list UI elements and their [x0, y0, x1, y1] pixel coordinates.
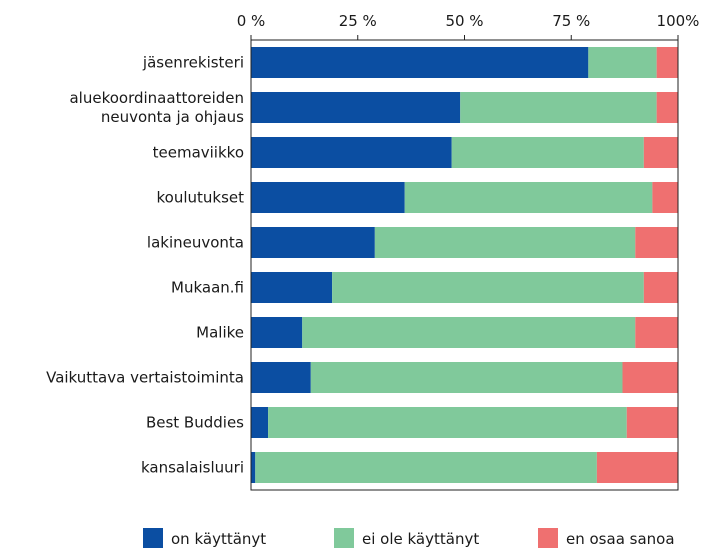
bar-segment: [251, 317, 303, 348]
bar-segment: [643, 272, 678, 303]
bar-segment: [622, 362, 678, 393]
x-tick-label: 25 %: [339, 12, 377, 30]
x-tick-label: 100%: [657, 12, 700, 30]
legend-label: en osaa sanoa: [566, 530, 675, 548]
legend-swatch: [143, 528, 163, 548]
bar-segment: [460, 92, 657, 123]
bar-segment: [652, 182, 678, 213]
x-tick-label: 75 %: [552, 12, 590, 30]
bar-segment: [656, 47, 678, 78]
category-label: lakineuvonta: [146, 233, 244, 251]
category-label: koulutukset: [156, 188, 244, 206]
bar-segment: [635, 227, 678, 258]
bar-segment: [588, 47, 657, 78]
legend-swatch: [538, 528, 558, 548]
category-label: Vaikuttava vertaistoiminta: [46, 368, 244, 386]
category-label: Malike: [196, 323, 244, 341]
bar-segment: [251, 362, 311, 393]
bar-segment: [251, 452, 256, 483]
bar-segment: [332, 272, 644, 303]
bar-segment: [251, 92, 461, 123]
legend-label: on käyttänyt: [171, 530, 266, 548]
x-tick-label: 0 %: [237, 12, 266, 30]
bar-segment: [251, 272, 333, 303]
bar-segment: [302, 317, 636, 348]
bar-segment: [374, 227, 636, 258]
bar-segment: [451, 137, 644, 168]
bar-segment: [656, 92, 678, 123]
bar-segment: [635, 317, 678, 348]
bar-segment: [310, 362, 623, 393]
bar-segment: [404, 182, 653, 213]
bar-segment: [251, 182, 405, 213]
x-tick-label: 50 %: [445, 12, 483, 30]
bar-segment: [268, 407, 627, 438]
bar-segment: [626, 407, 678, 438]
bar-segment: [251, 47, 589, 78]
bar-segment: [251, 137, 452, 168]
category-label: kansalaisluuri: [141, 458, 244, 476]
category-label: teemaviikko: [152, 143, 244, 161]
legend-label: ei ole käyttänyt: [362, 530, 479, 548]
category-label: Best Buddies: [145, 413, 244, 431]
bar-segment: [251, 407, 269, 438]
bar-segment: [251, 227, 375, 258]
legend-swatch: [334, 528, 354, 548]
category-label: jäsenrekisteri: [142, 53, 244, 71]
category-label: Mukaan.fi: [171, 278, 244, 296]
category-label: aluekoordinaattoreiden neuvonta ja ohjau…: [69, 88, 244, 126]
bar-segment: [643, 137, 678, 168]
bar-segment: [596, 452, 678, 483]
bar-segment: [255, 452, 597, 483]
